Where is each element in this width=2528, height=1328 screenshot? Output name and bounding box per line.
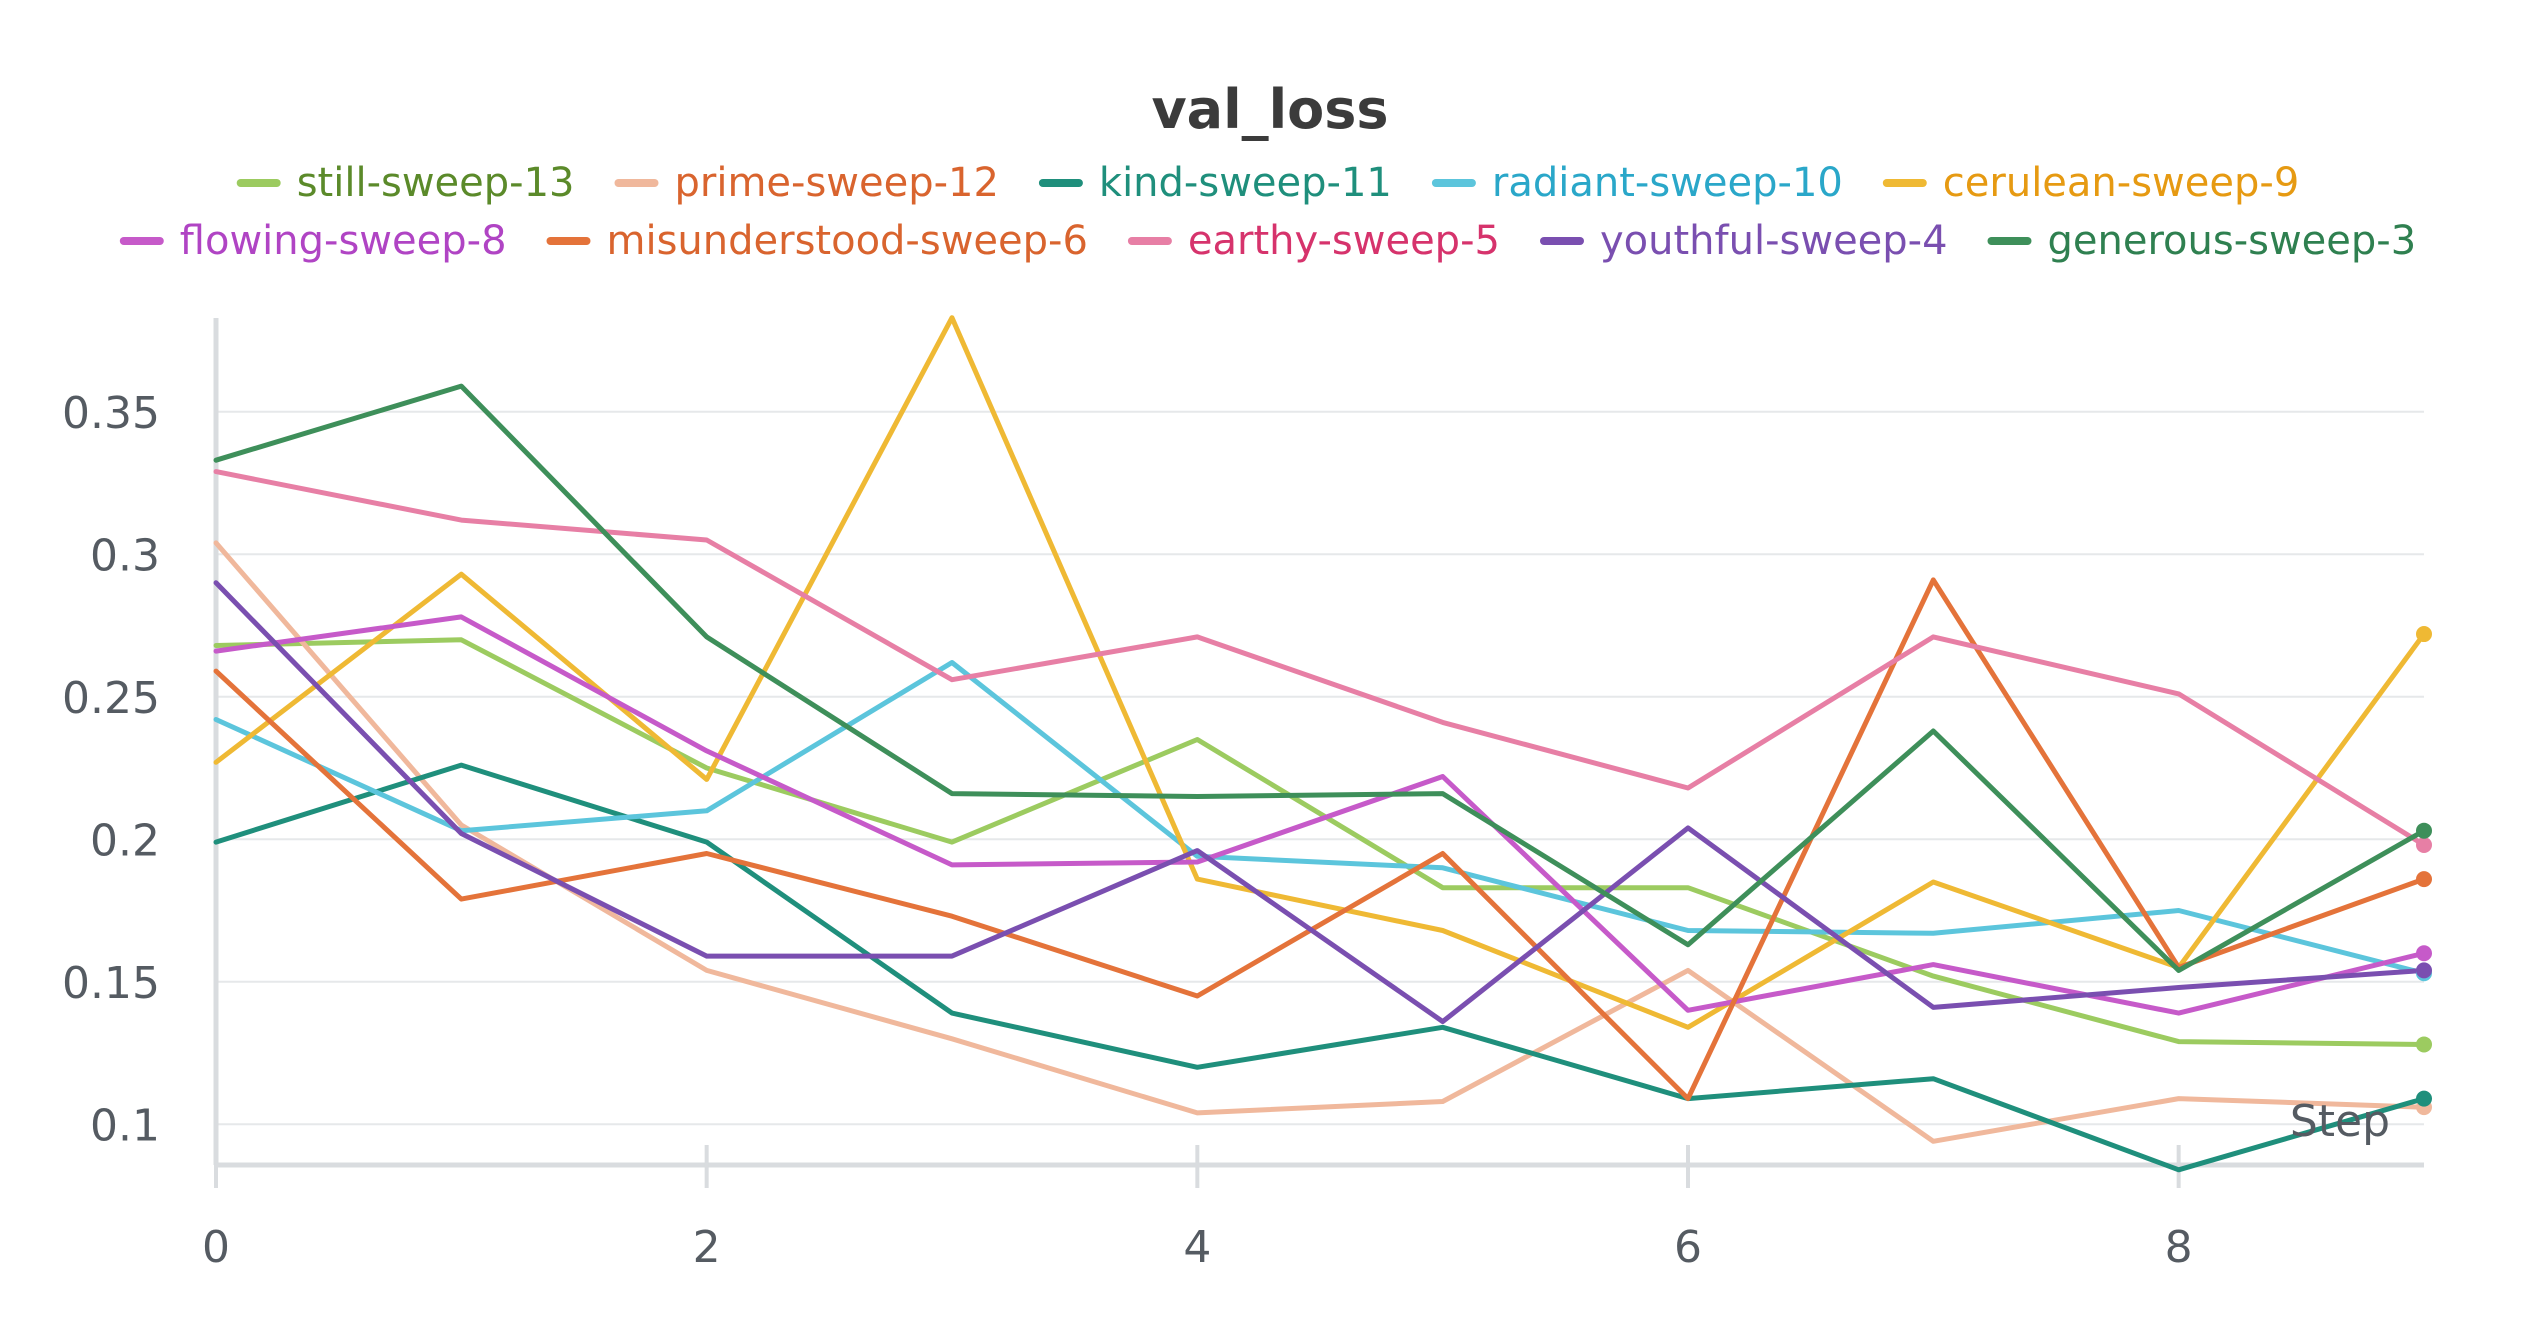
legend-label: generous-sweep-3	[2048, 218, 2417, 264]
legend-label: kind-sweep-11	[1099, 160, 1392, 206]
y-tick-label: 0.2	[90, 815, 160, 866]
legend-row: flowing-sweep-8 misunderstood-sweep-6 eart…	[119, 218, 2417, 264]
legend: still-sweep-13 prime-sweep-12 kind-sweep-1…	[119, 160, 2417, 264]
axes	[213, 318, 2424, 1168]
legend-item-cerulean-sweep-9[interactable]: cerulean-sweep-9	[1882, 160, 2299, 206]
series-line-radiant-sweep-10	[213, 660, 2427, 976]
series-endpoint-youthful-sweep-4	[2416, 962, 2432, 979]
y-tick-label: 0.25	[62, 673, 160, 724]
series-line-kind-sweep-11	[213, 762, 2427, 1173]
series-endpoint-generous-sweep-3	[2416, 822, 2432, 839]
y-tick-label: 0.3	[90, 530, 160, 581]
legend-label: cerulean-sweep-9	[1943, 160, 2299, 206]
series-endpoint-still-sweep-13	[2416, 1036, 2432, 1053]
legend-label: still-sweep-13	[297, 160, 575, 206]
x-axis-ticks: 0 2 4 6 8	[202, 1145, 2193, 1273]
x-tick-label: 0	[202, 1222, 230, 1273]
series-line-flowing-sweep-8	[213, 614, 2427, 1016]
chart-title: val_loss	[1151, 78, 1388, 141]
legend-item-earthy-sweep-5[interactable]: earthy-sweep-5	[1127, 218, 1500, 264]
series-line-cerulean-sweep-9	[213, 315, 2427, 1030]
series-line-prime-sweep-12	[213, 540, 2427, 1144]
legend-label: youthful-sweep-4	[1600, 218, 1948, 264]
x-tick-label: 6	[1674, 1222, 1702, 1273]
legend-item-kind-sweep-11[interactable]: kind-sweep-11	[1038, 160, 1392, 206]
x-axis-label: Step	[2290, 1096, 2390, 1147]
series-endpoint-kind-sweep-11	[2416, 1090, 2432, 1107]
legend-row: still-sweep-13 prime-sweep-12 kind-sweep-1…	[236, 160, 2299, 206]
series-endpoint-misunderstood-sweep-6	[2416, 871, 2432, 888]
x-tick-label: 8	[2165, 1222, 2193, 1273]
series-endpoint-flowing-sweep-8	[2416, 945, 2432, 962]
legend-label: flowing-sweep-8	[180, 218, 507, 264]
legend-item-flowing-sweep-8[interactable]: flowing-sweep-8	[119, 218, 507, 264]
x-tick-label: 2	[693, 1222, 721, 1273]
y-tick-label: 0.1	[90, 1100, 160, 1151]
y-axis-ticks: 0.1 0.15 0.2 0.25 0.3 0.35	[62, 388, 160, 1152]
legend-item-youthful-sweep-4[interactable]: youthful-sweep-4	[1540, 218, 1948, 264]
legend-item-radiant-sweep-10[interactable]: radiant-sweep-10	[1431, 160, 1843, 206]
series-endpoint-earthy-sweep-5	[2416, 836, 2432, 853]
series-lines	[213, 315, 2427, 1173]
legend-label: misunderstood-sweep-6	[607, 218, 1088, 264]
x-tick-label: 4	[1183, 1222, 1211, 1273]
legend-item-prime-sweep-12[interactable]: prime-sweep-12	[614, 160, 999, 206]
legend-label: prime-sweep-12	[675, 160, 999, 206]
series-line-youthful-sweep-4	[213, 580, 2427, 1025]
legend-label: earthy-sweep-5	[1188, 218, 1500, 264]
series-line-earthy-sweep-5	[213, 469, 2427, 848]
series-line-misunderstood-sweep-6	[213, 577, 2427, 1102]
y-tick-label: 0.35	[62, 388, 160, 439]
series-line-still-sweep-13	[213, 637, 2427, 1047]
gridlines	[216, 410, 2424, 1126]
series-endpoint-cerulean-sweep-9	[2416, 626, 2432, 643]
series-endpoints	[2416, 626, 2432, 1116]
series-line-generous-sweep-3	[213, 383, 2427, 973]
legend-item-generous-sweep-3[interactable]: generous-sweep-3	[1987, 218, 2417, 264]
legend-item-misunderstood-sweep-6[interactable]: misunderstood-sweep-6	[546, 218, 1088, 264]
legend-label: radiant-sweep-10	[1492, 160, 1843, 206]
legend-item-still-sweep-13[interactable]: still-sweep-13	[236, 160, 575, 206]
y-tick-label: 0.15	[62, 958, 160, 1009]
